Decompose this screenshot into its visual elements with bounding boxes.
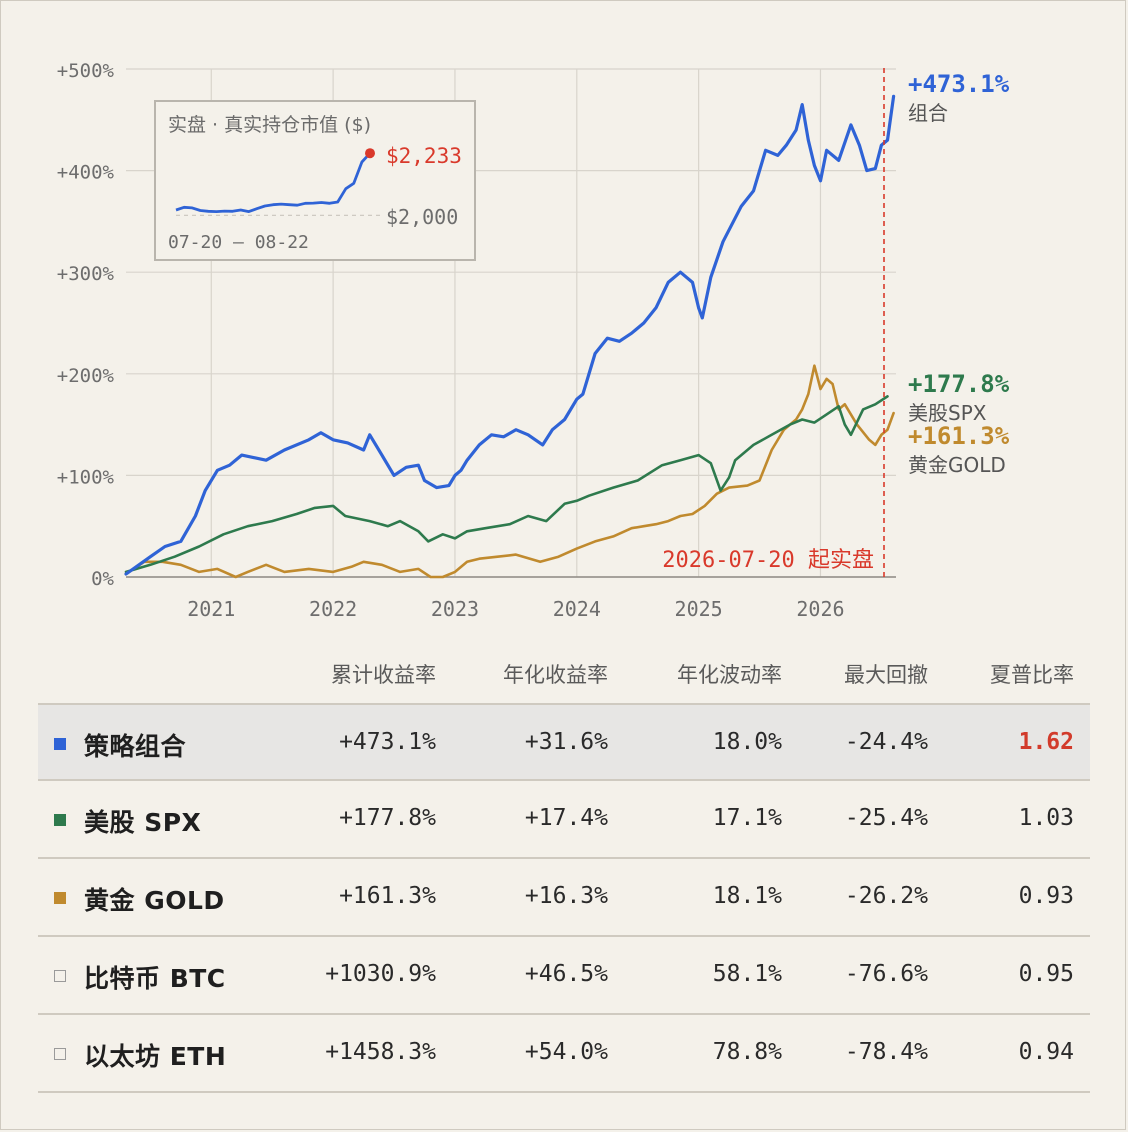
y-tick-label: +500% xyxy=(57,60,115,82)
cell-max-drawdown: -24.4% xyxy=(844,729,928,755)
series-swatch xyxy=(54,738,66,750)
y-tick-label: 0% xyxy=(91,568,114,590)
stats-table-header: 累计收益率 年化收益率 年化波动率 最大回撤 夏普比率 xyxy=(38,655,1090,695)
y-tick-label: +300% xyxy=(57,263,115,285)
series-line-0 xyxy=(124,94,896,576)
row-name: 比特币 BTC xyxy=(84,964,226,993)
cell-sharpe-ratio: 1.62 xyxy=(1018,729,1074,755)
table-row: 策略组合 +473.1% +31.6% 18.0% -24.4% 1.62 xyxy=(38,703,1090,781)
row-name: 黄金 GOLD xyxy=(84,886,225,915)
header-annual-volatility: 年化波动率 xyxy=(677,663,782,687)
x-tick-label: 2021 xyxy=(187,597,235,621)
cell-max-drawdown: -26.2% xyxy=(844,883,928,909)
series-swatch xyxy=(54,814,66,826)
cell-max-drawdown: -76.6% xyxy=(844,961,928,987)
cell-annual-volatility: 18.0% xyxy=(712,729,782,755)
header-max-drawdown: 最大回撤 xyxy=(844,663,928,687)
series-end-name: 黄金GOLD xyxy=(908,453,1006,477)
x-tick-label: 2022 xyxy=(309,597,357,621)
row-name: 策略组合 xyxy=(84,732,187,761)
line-chart: +500% +400% +300% +200% +100% 0% 2021 2022 2023 2… xyxy=(57,60,1010,621)
cell-sharpe-ratio: 0.95 xyxy=(1018,961,1074,987)
table-row: 以太坊 ETH +1458.3% +54.0% 78.8% -78.4% 0.94 xyxy=(38,1015,1090,1093)
cell-annual-return: +46.5% xyxy=(524,961,608,987)
series-line-1 xyxy=(124,395,889,574)
cell-annual-return: +31.6% xyxy=(524,729,608,755)
row-name: 以太坊 ETH xyxy=(84,1042,227,1071)
cell-annual-return: +54.0% xyxy=(524,1039,608,1065)
inset-base-label: $2,000 xyxy=(386,205,458,229)
series-swatch xyxy=(54,892,66,904)
y-tick-label: +200% xyxy=(57,365,115,387)
series-end-name: 美股SPX xyxy=(908,401,987,425)
series-swatch xyxy=(54,1048,66,1060)
cell-cumulative-return: +473.1% xyxy=(339,729,436,755)
x-tick-label: 2025 xyxy=(675,597,723,621)
cell-annual-return: +17.4% xyxy=(524,805,608,831)
cell-annual-volatility: 78.8% xyxy=(712,1039,782,1065)
inset-date-range: 07-20 — 08-22 xyxy=(168,232,309,253)
series-end-value: +161.3% xyxy=(908,422,1010,450)
table-row: 黄金 GOLD +161.3% +16.3% 18.1% -26.2% 0.93 xyxy=(38,859,1090,937)
cell-annual-volatility: 58.1% xyxy=(712,961,782,987)
series-end-value: +473.1% xyxy=(908,70,1010,98)
cell-sharpe-ratio: 0.94 xyxy=(1018,1039,1074,1065)
inset-line xyxy=(175,152,372,213)
series-line-2 xyxy=(124,364,895,579)
cell-max-drawdown: -25.4% xyxy=(844,805,928,831)
cell-cumulative-return: +161.3% xyxy=(339,883,436,909)
y-tick-label: +100% xyxy=(57,466,115,488)
cell-cumulative-return: +177.8% xyxy=(339,805,436,831)
cell-annual-return: +16.3% xyxy=(524,883,608,909)
y-tick-label: +400% xyxy=(57,162,115,184)
inset-title: 实盘 · 真实持仓市值 ($) xyxy=(168,114,372,136)
x-tick-label: 2026 xyxy=(796,597,844,621)
inset-last-label: $2,233 xyxy=(386,144,462,168)
live-inset: $2,233 $2,000 实盘 · 真实持仓市值 ($) 07-20 — 08-… xyxy=(154,100,476,261)
cell-sharpe-ratio: 0.93 xyxy=(1018,883,1074,909)
header-cumulative-return: 累计收益率 xyxy=(331,663,436,687)
row-name: 美股 SPX xyxy=(84,808,202,837)
cell-max-drawdown: -78.4% xyxy=(844,1039,928,1065)
series-swatch xyxy=(54,970,66,982)
cell-annual-volatility: 18.1% xyxy=(712,883,782,909)
cell-cumulative-return: +1030.9% xyxy=(325,961,436,987)
inset-last-dot xyxy=(365,148,375,159)
x-tick-label: 2024 xyxy=(553,597,601,621)
cell-sharpe-ratio: 1.03 xyxy=(1018,805,1074,831)
header-annual-return: 年化收益率 xyxy=(503,663,608,687)
cell-annual-volatility: 17.1% xyxy=(712,805,782,831)
series-end-name: 组合 xyxy=(908,101,948,125)
live-start-label: 2026-07-20 起实盘 xyxy=(662,548,874,573)
x-tick-label: 2023 xyxy=(431,597,479,621)
header-sharpe-ratio: 夏普比率 xyxy=(990,663,1074,687)
cell-cumulative-return: +1458.3% xyxy=(325,1039,436,1065)
table-row: 比特币 BTC +1030.9% +46.5% 58.1% -76.6% 0.95 xyxy=(38,937,1090,1015)
series-end-value: +177.8% xyxy=(908,370,1010,398)
table-row: 美股 SPX +177.8% +17.4% 17.1% -25.4% 1.03 xyxy=(38,781,1090,859)
inset-sparkline: $2,233 $2,000 xyxy=(175,144,462,229)
